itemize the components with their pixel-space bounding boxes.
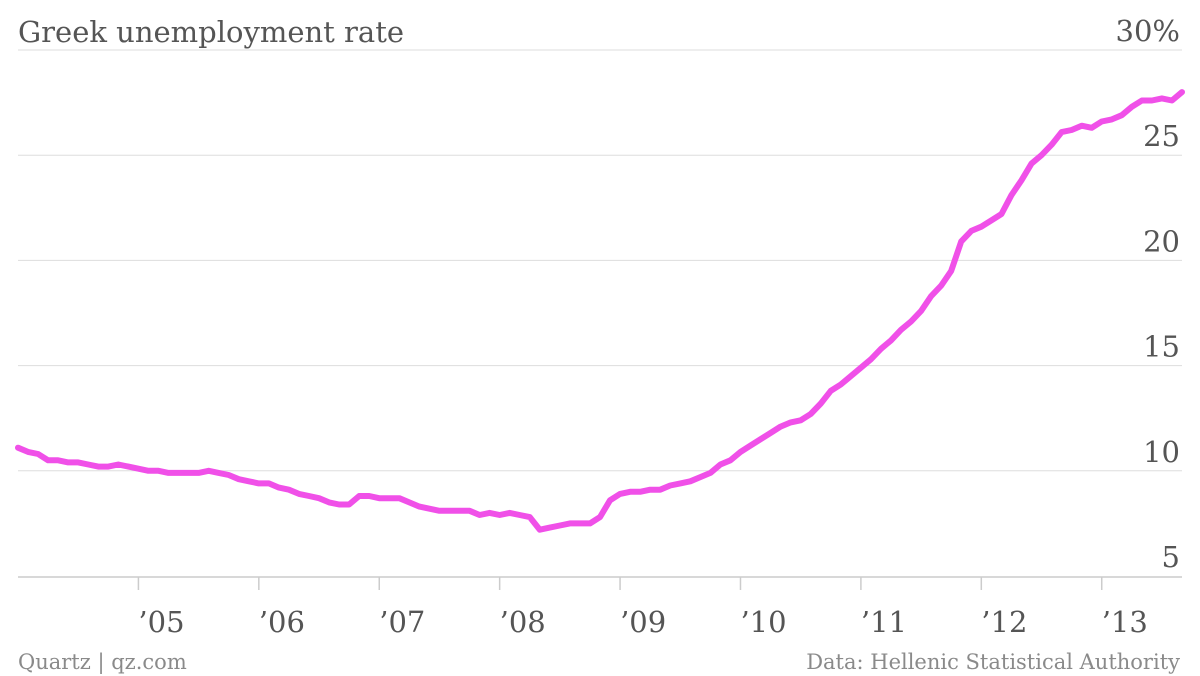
y-axis: 30% 25 20 15 10 5 <box>1116 14 1180 574</box>
y-tick-label-20: 20 <box>1143 224 1180 258</box>
x-tick-label-10: ’10 <box>740 605 786 639</box>
series-layer <box>15 89 1185 533</box>
gridlines <box>18 49 1182 472</box>
x-tick-label-07: ’07 <box>379 605 425 639</box>
x-axis: ’05 ’06 ’07 ’08 ’09 ’10 ’11 ’12 ’13 <box>18 576 1182 639</box>
x-tick-label-08: ’08 <box>500 605 546 639</box>
y-tick-label-5: 5 <box>1162 540 1180 574</box>
y-tick-label-10: 10 <box>1143 435 1180 469</box>
x-tick-label-06: ’06 <box>259 605 305 639</box>
footer-credit: Quartz | qz.com <box>18 650 187 675</box>
x-tick-label-13: ’13 <box>1102 605 1148 639</box>
y-tick-label-25: 25 <box>1143 119 1180 153</box>
x-tick-label-12: ’12 <box>981 605 1027 639</box>
x-tick-label-11: ’11 <box>861 605 907 639</box>
x-tick-label-05: ’05 <box>138 605 184 639</box>
series-line-0 <box>15 89 1185 533</box>
chart-title: Greek unemployment rate <box>18 15 404 49</box>
y-tick-label-15: 15 <box>1143 330 1180 364</box>
y-tick-label-30: 30% <box>1116 14 1180 48</box>
footer-source: Data: Hellenic Statistical Authority <box>806 650 1180 674</box>
x-tick-label-09: ’09 <box>620 605 666 639</box>
